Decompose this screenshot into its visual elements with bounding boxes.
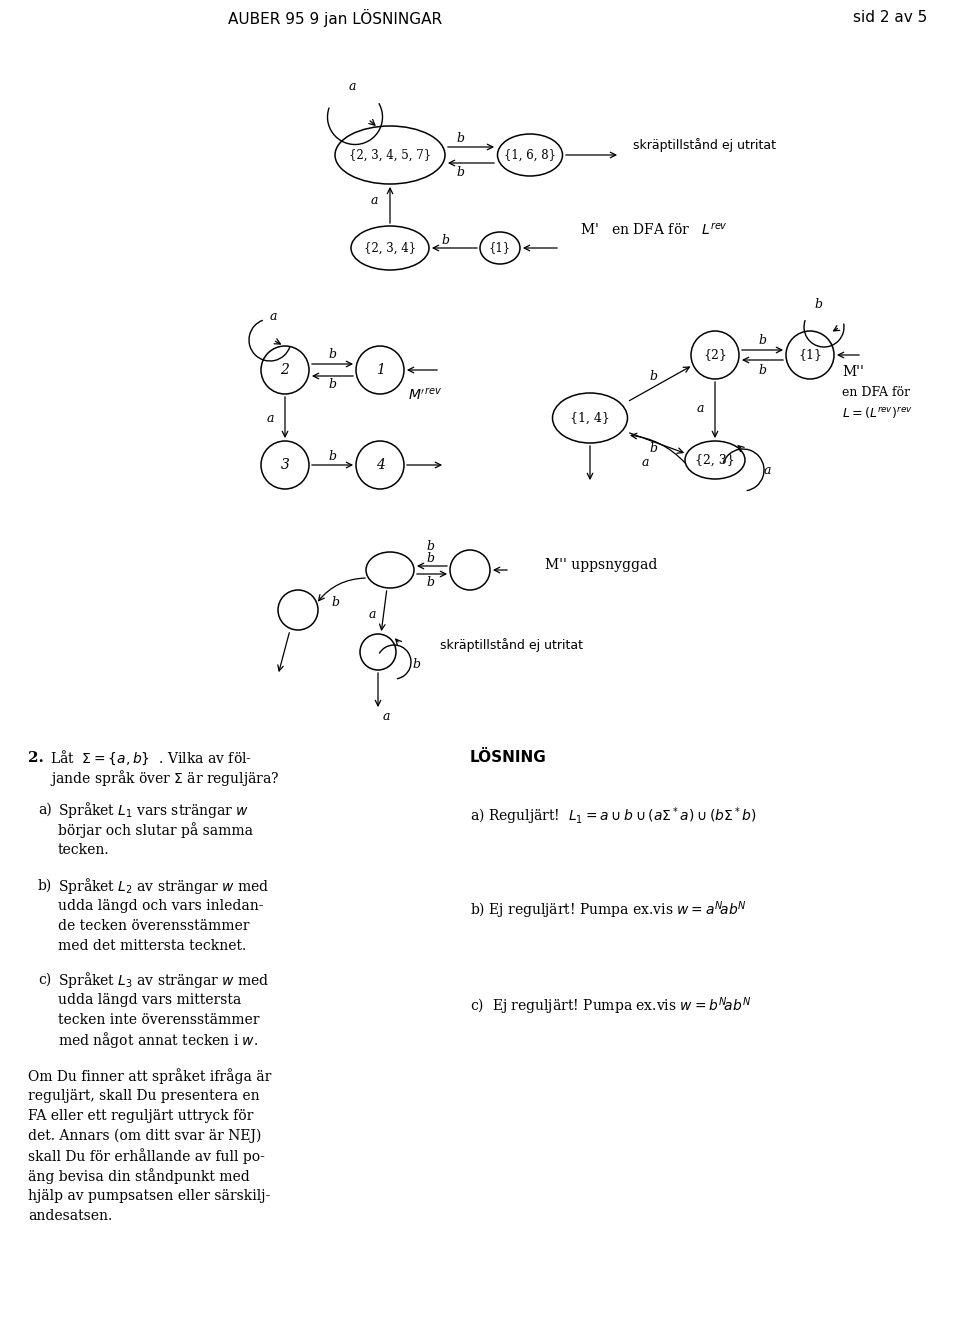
Text: {1}: {1}	[798, 348, 822, 361]
Text: 1: 1	[375, 363, 384, 377]
Text: a: a	[696, 401, 704, 414]
Text: Språket $L_3$ av strängar $w$ med: Språket $L_3$ av strängar $w$ med	[58, 969, 270, 991]
Text: $L = (L^{rev})^{rev}$: $L = (L^{rev})^{rev}$	[842, 405, 913, 421]
Text: b: b	[328, 348, 336, 361]
Text: Språket $L_2$ av strängar $w$ med: Språket $L_2$ av strängar $w$ med	[58, 876, 270, 896]
Text: b: b	[456, 132, 464, 145]
Ellipse shape	[685, 441, 745, 479]
Text: b) Ej reguljärt! Pumpa ex.vis $w = a^N\!ab^N$: b) Ej reguljärt! Pumpa ex.vis $w = a^N\!…	[470, 900, 747, 921]
Text: M'': M''	[842, 365, 864, 379]
Text: äng bevisa din ståndpunkt med: äng bevisa din ståndpunkt med	[28, 1169, 250, 1184]
Text: b: b	[328, 451, 336, 463]
Text: {1}: {1}	[489, 241, 511, 255]
Text: jande språk över $\Sigma$ är reguljära?: jande språk över $\Sigma$ är reguljära?	[50, 768, 279, 787]
Ellipse shape	[366, 551, 414, 588]
Text: b: b	[649, 442, 657, 455]
Text: 2.: 2.	[28, 751, 44, 765]
Text: b: b	[412, 657, 420, 670]
Text: de tecken överensstämmer: de tecken överensstämmer	[58, 919, 250, 933]
Text: Om Du finner att språket ifråga är: Om Du finner att språket ifråga är	[28, 1068, 272, 1084]
Circle shape	[356, 441, 404, 489]
Text: med det mittersta tecknet.: med det mittersta tecknet.	[58, 939, 247, 954]
Text: b: b	[649, 371, 657, 384]
Text: b): b)	[38, 878, 52, 893]
Text: a: a	[641, 455, 649, 468]
Text: a: a	[369, 608, 375, 620]
Circle shape	[786, 331, 834, 379]
Text: c)  Ej reguljärt! Pumpa ex.vis $w = b^N\!ab^N$: c) Ej reguljärt! Pumpa ex.vis $w = b^N\!…	[470, 996, 751, 1017]
Text: andesatsen.: andesatsen.	[28, 1210, 112, 1223]
Ellipse shape	[351, 226, 429, 270]
Text: b: b	[814, 298, 822, 311]
Text: skräptillstånd ej utritat: skräptillstånd ej utritat	[440, 638, 583, 652]
Text: $M'^{rev}$: $M'^{rev}$	[408, 386, 442, 402]
Ellipse shape	[335, 127, 445, 183]
Circle shape	[261, 346, 309, 394]
Text: Språket $L_1$ vars strängar $w$: Språket $L_1$ vars strängar $w$	[58, 801, 249, 820]
Text: a: a	[266, 412, 274, 425]
Text: skräptillstånd ej utritat: skräptillstånd ej utritat	[633, 138, 776, 152]
Text: b: b	[456, 165, 464, 178]
Text: b: b	[758, 334, 766, 347]
Circle shape	[261, 441, 309, 489]
Circle shape	[450, 550, 490, 590]
Text: b: b	[328, 379, 336, 392]
Text: b: b	[758, 364, 766, 376]
Text: {2}: {2}	[703, 348, 727, 361]
Text: {1, 4}: {1, 4}	[570, 412, 610, 425]
Text: sid 2 av 5: sid 2 av 5	[852, 11, 927, 25]
Circle shape	[691, 331, 739, 379]
Text: skall Du för erhållande av full po-: skall Du för erhållande av full po-	[28, 1148, 265, 1163]
Text: {2, 3, 4, 5, 7}: {2, 3, 4, 5, 7}	[348, 149, 431, 161]
Text: Låt  $\Sigma = \{a, b\}$  . Vilka av föl-: Låt $\Sigma = \{a, b\}$ . Vilka av föl-	[50, 749, 252, 768]
Text: 4: 4	[375, 458, 384, 472]
Text: a) Reguljärt!  $L_1 = a \cup b \cup (a\Sigma^*a) \cup (b\Sigma^*b)$: a) Reguljärt! $L_1 = a \cup b \cup (a\Si…	[470, 805, 756, 827]
Ellipse shape	[553, 393, 628, 443]
Text: c): c)	[38, 973, 51, 987]
Text: det. Annars (om ditt svar är NEJ): det. Annars (om ditt svar är NEJ)	[28, 1129, 261, 1144]
Circle shape	[356, 346, 404, 394]
Text: tecken inte överensstämmer: tecken inte överensstämmer	[58, 1013, 259, 1028]
Text: a: a	[269, 310, 276, 323]
Text: b: b	[426, 551, 434, 565]
Text: 3: 3	[280, 458, 289, 472]
Text: udda längd och vars inledan-: udda längd och vars inledan-	[58, 900, 263, 913]
Text: udda längd vars mittersta: udda längd vars mittersta	[58, 993, 241, 1006]
Text: {1, 6, 8}: {1, 6, 8}	[504, 149, 556, 161]
Text: b: b	[426, 541, 434, 554]
Text: med något annat tecken i $w$.: med något annat tecken i $w$.	[58, 1030, 258, 1050]
Text: b: b	[331, 595, 339, 608]
Text: börjar och slutar på samma: börjar och slutar på samma	[58, 822, 253, 838]
Text: M'' uppsnyggad: M'' uppsnyggad	[545, 558, 658, 572]
Text: a: a	[371, 194, 377, 207]
Text: b: b	[441, 233, 449, 247]
Text: hjälp av pumpsatsen eller särskilj-: hjälp av pumpsatsen eller särskilj-	[28, 1188, 271, 1203]
Text: a: a	[348, 80, 356, 94]
Ellipse shape	[497, 135, 563, 175]
Text: a: a	[763, 463, 771, 476]
Text: b: b	[426, 575, 434, 588]
Text: {2, 3}: {2, 3}	[695, 454, 734, 467]
Text: a: a	[382, 711, 390, 724]
Text: {2, 3, 4}: {2, 3, 4}	[364, 241, 416, 255]
Text: 2: 2	[280, 363, 289, 377]
Circle shape	[278, 590, 318, 630]
Text: FA eller ett reguljärt uttryck för: FA eller ett reguljärt uttryck för	[28, 1109, 253, 1122]
Text: LÖSNING: LÖSNING	[470, 751, 547, 765]
Text: reguljärt, skall Du presentera en: reguljärt, skall Du presentera en	[28, 1089, 259, 1103]
Text: M'   en DFA för   $L^{rev}$: M' en DFA för $L^{rev}$	[580, 222, 728, 237]
Text: en DFA för: en DFA för	[842, 386, 910, 400]
Circle shape	[360, 634, 396, 670]
Text: tecken.: tecken.	[58, 843, 109, 857]
Text: AUBER 95 9 jan LÖSNINGAR: AUBER 95 9 jan LÖSNINGAR	[228, 9, 442, 26]
Ellipse shape	[480, 232, 520, 264]
Text: a): a)	[38, 803, 52, 816]
